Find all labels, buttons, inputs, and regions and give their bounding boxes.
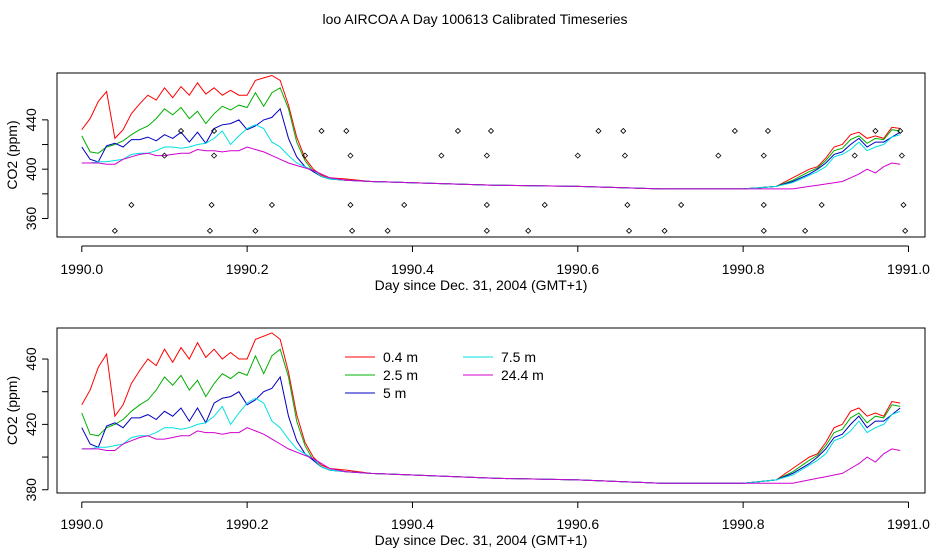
- data-point: [211, 152, 218, 159]
- series-line-3: [81, 107, 901, 190]
- data-point: [872, 127, 879, 135]
- y-tick-label: 460: [23, 347, 39, 371]
- series-line-1: [81, 332, 901, 484]
- x-tick-label: 1990.0: [60, 261, 103, 277]
- series-line-5: [81, 146, 901, 190]
- data-point: [760, 227, 767, 234]
- data-point: [525, 227, 532, 234]
- series-line-2: [81, 348, 901, 484]
- data-point: [851, 152, 858, 159]
- series-line-4: [81, 124, 901, 190]
- page-title: loo AIRCOA A Day 100613 Calibrated Times…: [322, 11, 628, 27]
- data-point: [349, 227, 356, 234]
- data-point: [760, 152, 767, 159]
- data-point: [902, 227, 909, 234]
- data-point: [620, 127, 627, 135]
- series-line-5: [81, 427, 901, 484]
- data-point: [206, 227, 213, 234]
- data-point: [541, 201, 548, 209]
- y-axis-label: CO2 (ppm): [4, 120, 20, 189]
- series-line-2: [81, 87, 901, 190]
- x-tick-label: 1990.0: [60, 516, 103, 532]
- x-axis-label: Day since Dec. 31, 2004 (GMT+1): [375, 532, 588, 548]
- x-tick-label: 1991.0: [887, 261, 930, 277]
- x-tick-label: 1990.4: [391, 516, 434, 532]
- data-point: [347, 201, 354, 209]
- data-point: [487, 127, 495, 135]
- data-point: [161, 152, 168, 159]
- data-point: [483, 201, 490, 209]
- data-point: [574, 152, 581, 159]
- data-point: [760, 201, 767, 209]
- y-tick-label: 440: [23, 108, 39, 132]
- data-point: [128, 201, 135, 209]
- x-tick-label: 1990.8: [722, 516, 765, 532]
- data-point: [625, 227, 633, 234]
- data-point: [454, 127, 461, 135]
- data-point: [268, 201, 275, 209]
- data-point: [621, 152, 628, 159]
- data-point: [897, 127, 904, 135]
- data-point: [301, 152, 309, 159]
- data-point: [715, 152, 722, 159]
- data-point: [177, 127, 185, 135]
- x-tick-label: 1990.6: [556, 516, 599, 532]
- y-tick-label: 380: [23, 478, 39, 502]
- data-point: [318, 127, 325, 135]
- data-point: [343, 127, 350, 135]
- series-line-3: [81, 375, 901, 484]
- data-point: [595, 127, 602, 135]
- data-point: [252, 227, 259, 234]
- data-point: [438, 152, 445, 159]
- data-point: [401, 201, 408, 209]
- y-tick-label: 360: [23, 207, 39, 231]
- data-point: [624, 201, 631, 209]
- legend-label: 5 m: [383, 385, 406, 401]
- y-tick-label: 420: [23, 412, 39, 436]
- data-point: [900, 201, 907, 209]
- series-line-1: [81, 74, 901, 190]
- x-tick-label: 1990.8: [722, 261, 765, 277]
- data-point: [802, 227, 809, 234]
- y-axis-label: CO2 (ppm): [4, 376, 20, 445]
- data-point: [384, 227, 391, 234]
- x-tick-label: 1991.0: [887, 516, 930, 532]
- data-point: [111, 227, 118, 234]
- series-line-4: [81, 397, 901, 484]
- legend-label: 2.5 m: [383, 367, 418, 383]
- data-point: [208, 201, 215, 209]
- plot-frame-1: [56, 72, 926, 238]
- x-axis-label: Day since Dec. 31, 2004 (GMT+1): [375, 277, 588, 293]
- data-point: [661, 227, 668, 234]
- data-point: [818, 201, 825, 209]
- data-point: [764, 127, 771, 135]
- data-point: [678, 201, 685, 209]
- y-tick-label: 400: [23, 157, 39, 181]
- data-point: [347, 152, 354, 159]
- data-point: [483, 227, 490, 234]
- legend-label: 7.5 m: [501, 349, 536, 365]
- x-tick-label: 1990.4: [391, 261, 434, 277]
- x-tick-label: 1990.2: [226, 261, 269, 277]
- x-tick-label: 1990.6: [556, 261, 599, 277]
- data-point: [898, 152, 905, 159]
- legend-label: 0.4 m: [383, 349, 418, 365]
- data-point: [211, 127, 218, 135]
- x-tick-label: 1990.2: [226, 516, 269, 532]
- data-point: [731, 127, 738, 135]
- plot-frame-2: [56, 327, 926, 494]
- data-point: [483, 152, 490, 159]
- legend-label: 24.4 m: [501, 367, 544, 383]
